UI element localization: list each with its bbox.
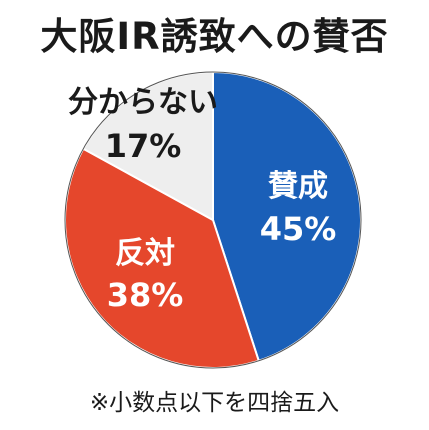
slice-no-label: 反対 bbox=[115, 236, 175, 271]
footnote: ※小数点以下を四捨五入 bbox=[89, 390, 340, 416]
chart-title: 大阪IR誘致への賛否 bbox=[40, 15, 389, 58]
slice-undecided-value: 17% bbox=[105, 127, 182, 165]
slice-undecided-label: 分からない bbox=[68, 85, 218, 120]
pie-outline bbox=[64, 71, 362, 369]
slice-no-value: 38% bbox=[107, 276, 184, 314]
slice-yes-value: 45% bbox=[260, 210, 337, 248]
slice-yes-label: 賛成 bbox=[268, 169, 328, 204]
